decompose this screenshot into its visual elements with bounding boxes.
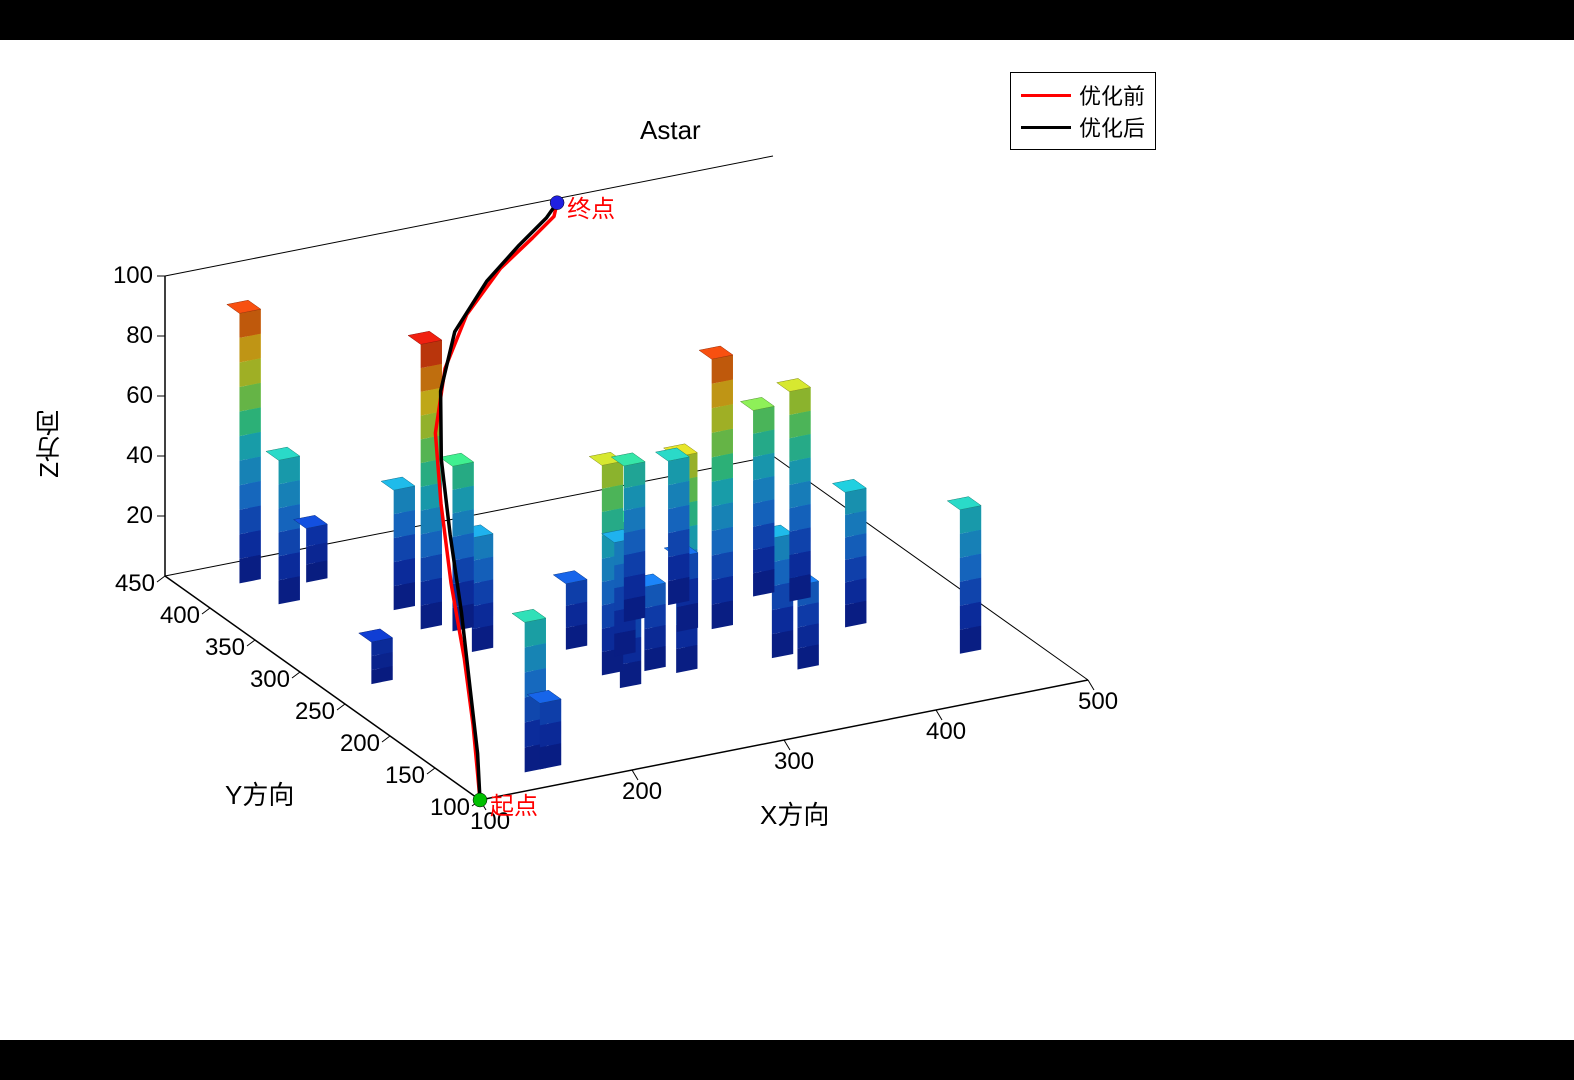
y-tick-label: 200 (320, 730, 380, 758)
z-tick-label: 40 (105, 442, 153, 470)
x-tick-label: 500 (1078, 688, 1148, 716)
legend-label-before: 优化前 (1079, 79, 1145, 111)
y-axis-label: Y方向 (225, 775, 294, 812)
legend-swatch-before (1021, 94, 1071, 97)
legend-swatch-after (1021, 126, 1071, 129)
z-tick-label: 20 (105, 502, 153, 530)
y-tick-label: 150 (365, 762, 425, 790)
end_point-label: 终点 (567, 189, 615, 224)
x-tick-label: 200 (622, 778, 692, 806)
start_point-label: 起点 (490, 786, 538, 821)
z-tick-label: 80 (105, 322, 153, 350)
y-tick-label: 350 (185, 634, 245, 662)
y-tick-label: 250 (275, 698, 335, 726)
legend-item-after: 优化后 (1021, 111, 1145, 143)
legend: 优化前 优化后 (1010, 72, 1156, 150)
z-tick-label: 100 (105, 262, 153, 290)
chart-svg (0, 40, 1574, 1040)
z-tick-label: 60 (105, 382, 153, 410)
y-tick-label: 300 (230, 666, 290, 694)
y-tick-label: 100 (410, 794, 470, 822)
x-tick-label: 400 (926, 718, 996, 746)
legend-item-before: 优化前 (1021, 79, 1145, 111)
plot-area: Astar X方向 Y方向 Z方向 优化前 优化后 20406080100100… (0, 40, 1574, 1040)
legend-label-after: 优化后 (1079, 111, 1145, 143)
y-tick-label: 450 (95, 570, 155, 598)
z-axis-label: Z方向 (30, 410, 67, 478)
y-tick-label: 400 (140, 602, 200, 630)
x-axis-label: X方向 (760, 795, 829, 832)
x-tick-label: 300 (774, 748, 844, 776)
